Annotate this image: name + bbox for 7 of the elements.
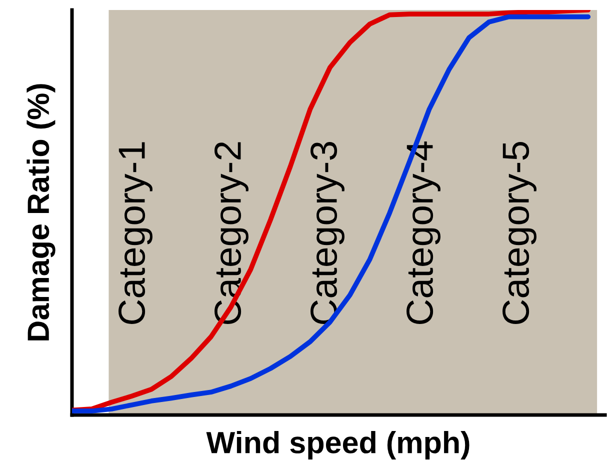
annotation: Category-4 <box>406 141 440 324</box>
x-axis-title: Wind speed (mph) <box>206 430 470 460</box>
annotation: Category-1 <box>118 142 152 324</box>
annotation: Category-3 <box>310 142 344 324</box>
annotation: Category-2 <box>214 142 248 324</box>
annotation: Category-5 <box>502 142 536 324</box>
y-axis-title: Damage Ratio (%) <box>26 84 56 340</box>
